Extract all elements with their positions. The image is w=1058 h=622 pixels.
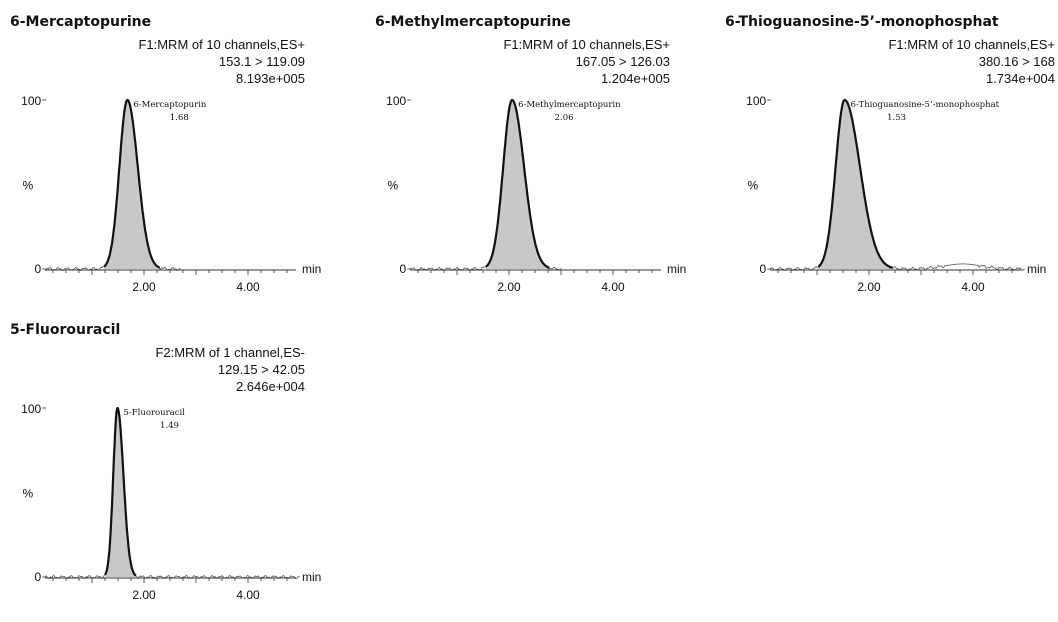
chromatogram-plot: 2.00 4.00 min 100 0% 6-Methylmercaptopurin 2.0… [386,94,686,294]
mrm-transition-label: 153.1 > 119.09 [218,54,305,69]
mrm-channel-label: F1:MRM of 10 channels,ES+ [503,37,670,52]
retention-time-label: 1.53 [887,113,906,123]
y-tick-label: 0 [760,262,767,276]
chromatogram-panel-6-thioguanosine-monophosphat: 6-Thioguanosine-5’-monophosphat F1:MRM o… [725,14,1058,314]
y-tick-label: 100 [21,94,41,108]
mrm-channel-label: F2:MRM of 1 channel,ES- [155,345,305,360]
mrm-transition-label: 380.16 > 168 [978,54,1055,69]
y-axis-label: % [23,487,34,501]
baseline-trace [410,99,562,272]
y-tick-label: 100 [386,94,406,108]
peak-area [105,408,137,577]
chromatogram-panel-6-mercaptopurine: 6-Mercaptopurine F1:MRM of 10 channels,E… [0,14,340,314]
y-tick-label: 0 [400,262,407,276]
baseline-trace [44,407,301,580]
retention-time-label: 2.06 [555,113,574,123]
peak-name-label: 5-Fluorouracil [123,408,185,418]
peak-trace [485,98,550,269]
compound-title: 6-Mercaptopurine [10,14,152,30]
acquisition-info: F1:MRM of 10 channels,ES+ 153.1 > 119.09… [138,36,305,87]
intensity-label: 8.193e+005 [235,71,305,86]
y-axis-label: % [388,179,399,193]
mrm-channel-label: F1:MRM of 10 channels,ES+ [138,37,305,52]
x-tick-label: 2.00 [132,280,156,294]
x-tick-label: 2.00 [132,588,156,602]
chromatogram-plot: 2.00 4.00 min 100 0% 5-Fluorouracil 1.49 [21,402,321,602]
peak-trace [103,98,161,269]
peak-trace [104,406,137,577]
y-axis-label: % [23,179,34,193]
peak-trace [817,98,894,269]
y-tick-label: 100 [746,94,766,108]
x-tick-label: 4.00 [961,280,985,294]
peak-name-label: 6-Mercaptopurin [133,100,207,110]
peak-area [818,100,893,269]
y-axis-label: % [748,179,759,193]
chromatogram-plot: 2.00 4.00 min 100 0% 6-Mercaptopurin 1.68 [21,94,321,294]
compound-title: 5-Fluorouracil [10,322,121,338]
peak-name-label: 6-Thioguanosine-5’-monophosphat [851,100,1000,110]
x-tick-label: 2.00 [857,280,881,294]
y-tick-label: 0 [35,262,42,276]
y-tick-label: 0 [35,570,42,584]
x-unit-label: min [667,262,686,276]
x-unit-label: min [302,262,321,276]
mrm-transition-label: 167.05 > 126.03 [575,54,670,69]
x-tick-label: 2.00 [497,280,521,294]
chromatogram-panel-5-fluorouracil: 5-Fluorouracil F2:MRM of 1 channel,ES- 1… [0,322,340,622]
x-tick-label: 4.00 [601,280,625,294]
peak-area [104,100,161,269]
chromatogram-figure: 6-Mercaptopurine F1:MRM of 10 channels,E… [0,14,1058,602]
peak-area [485,100,550,269]
compound-title: 6-Methylmercaptopurine [375,14,571,30]
y-tick-label: 100 [21,402,41,416]
acquisition-info: F1:MRM of 10 channels,ES+ 380.16 > 168 1… [888,36,1055,87]
intensity-label: 2.646e+004 [235,379,305,394]
peak-name-label: 6-Methylmercaptopurin [518,100,621,110]
baseline-trace [770,99,1025,272]
mrm-channel-label: F1:MRM of 10 channels,ES+ [888,37,1055,52]
compound-title: 6-Thioguanosine-5’-monophosphat [725,14,999,30]
chromatogram-panel-6-methylmercaptopurine: 6-Methylmercaptopurine F1:MRM of 10 chan… [365,14,705,314]
x-unit-label: min [1027,262,1046,276]
intensity-label: 1.734e+004 [985,71,1055,86]
x-unit-label: min [302,570,321,584]
mrm-transition-label: 129.15 > 42.05 [217,362,305,377]
retention-time-label: 1.68 [170,113,189,123]
acquisition-info: F2:MRM of 1 channel,ES- 129.15 > 42.05 2… [155,344,305,395]
x-tick-label: 4.00 [236,280,260,294]
retention-time-label: 1.49 [160,421,179,431]
intensity-label: 1.204e+005 [600,71,670,86]
chromatogram-plot: 2.00 4.00 min 100 0% 6-Thioguanosine-5’-monop… [746,94,1046,294]
x-tick-label: 4.00 [236,588,260,602]
acquisition-info: F1:MRM of 10 channels,ES+ 167.05 > 126.0… [503,36,670,87]
